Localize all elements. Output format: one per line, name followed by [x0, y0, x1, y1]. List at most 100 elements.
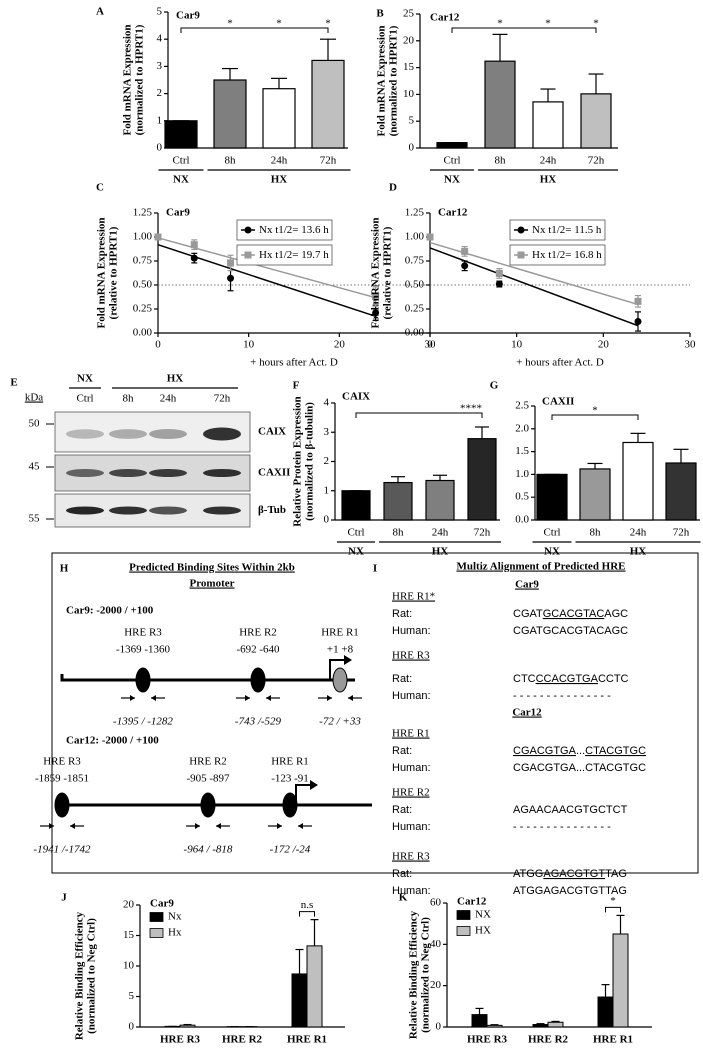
sequence-part: CGACGTGA — [513, 745, 577, 757]
site-range: -123 -91 — [271, 773, 309, 785]
bar — [164, 1025, 181, 1028]
y-tick-label: 20 — [123, 899, 135, 911]
x-tick-label: HRE R2 — [528, 1034, 569, 1046]
significance-bracket — [605, 906, 621, 913]
alignment-title: Multiz Alignment of Predicted HRE — [456, 561, 625, 573]
bar — [383, 481, 413, 521]
y-tick-label: 0.75 — [405, 255, 425, 267]
panel-letter: A — [96, 6, 104, 18]
primer-head — [298, 823, 303, 829]
bar — [486, 1024, 503, 1028]
bar — [213, 79, 247, 149]
y-tick-label: 15 — [403, 61, 415, 73]
panel-letter: E — [10, 377, 17, 389]
y-tick-label: 0 — [324, 514, 330, 526]
group-label: HX — [630, 546, 647, 558]
x-tick-label: 8h — [495, 155, 507, 167]
panel-letter: D — [389, 182, 397, 194]
significance-label: * — [593, 18, 599, 30]
species-label: Human: — [392, 690, 431, 702]
sequence-part: CTC — [513, 673, 536, 685]
promoter-line — [58, 799, 372, 807]
sequence-part: AGACGTGT — [543, 868, 605, 880]
x-tick-label: Ctrl — [543, 527, 560, 539]
y-axis-label: Relative Binding Efficiency — [74, 911, 86, 1040]
y-tick-label: 4 — [324, 397, 330, 409]
legend-label: Hx t1/2= 19.7 h — [259, 249, 329, 261]
y-tick-label: 1 — [324, 484, 330, 496]
point — [154, 233, 162, 241]
sequence-part: ATGG — [513, 868, 543, 880]
y-tick-label: 0.00 — [405, 327, 425, 339]
y-axis-label: Relative Protein Expression — [292, 396, 304, 526]
panel-letter: F — [293, 380, 300, 392]
y-tick-label: 0.25 — [133, 303, 153, 315]
point — [426, 233, 434, 241]
group-label: NX — [173, 174, 189, 186]
y-axis-label: (relative to HPRT1) — [382, 226, 394, 319]
y-axis-label: (relative to HPRT1) — [108, 226, 120, 319]
point — [634, 317, 642, 325]
hre-label: HRE R2 — [392, 787, 430, 799]
x-tick-label: 30 — [425, 339, 437, 351]
bar — [547, 1021, 564, 1028]
blot-group-label: HX — [167, 373, 184, 385]
legend-label: Hx t1/2= 16.8 h — [532, 249, 602, 261]
x-tick-label: Ctrl — [443, 155, 460, 167]
site-range: -1369 -1360 — [116, 644, 171, 656]
significance-label: * — [325, 18, 331, 30]
panel-letter: B — [376, 8, 384, 20]
primer-head — [348, 695, 353, 701]
promoter-line — [60, 674, 355, 682]
sequence-part: CCACGTGA — [536, 673, 599, 685]
species-label: Rat: — [392, 868, 412, 880]
diagram-title: Predicted Binding Sites Within 2kb — [129, 562, 295, 574]
blot-band — [149, 428, 187, 440]
lane-label: 8h — [123, 393, 135, 405]
y-tick-label: 1.5 — [515, 445, 529, 457]
bar — [597, 996, 614, 1028]
significance-bracket — [299, 911, 315, 917]
site-name: HRE R2 — [239, 627, 277, 639]
y-tick-label: 3 — [157, 60, 163, 72]
binding-site — [250, 667, 266, 693]
y-axis-label: (normalized to Neg Ctrl) — [420, 917, 432, 1033]
species-label: Rat: — [392, 673, 412, 685]
sequence: ATGGAGACGTGTTAG — [513, 868, 627, 880]
bar — [471, 1014, 488, 1028]
gene-label: Car9: -2000 / +100 — [66, 605, 154, 617]
y-axis-label: (normalized to HPRT1) — [134, 24, 146, 135]
point — [634, 297, 642, 305]
blot-band — [149, 469, 187, 477]
bar — [311, 59, 345, 149]
primer-head — [49, 823, 54, 829]
chart-title: CAIX — [342, 391, 370, 403]
site-name: HRE R3 — [124, 627, 162, 639]
sequence-part: GCACGTAC — [543, 608, 605, 620]
hre-label: HRE R1 — [392, 728, 430, 740]
protein-label: β-Tub — [258, 504, 286, 516]
y-tick-label: 0.00 — [133, 327, 153, 339]
chart-title: Car9 — [166, 207, 190, 219]
legend-marker — [517, 226, 525, 234]
primer-head — [327, 695, 332, 701]
blot-band — [109, 429, 147, 439]
significance-label: * — [610, 895, 616, 907]
protein-label: CAXII — [258, 467, 290, 479]
legend-swatch — [149, 928, 164, 938]
x-tick-label: 10 — [243, 339, 255, 351]
legend-label: Nx — [168, 911, 182, 923]
primer-head — [245, 695, 250, 701]
tss-head — [344, 655, 352, 665]
kda-marker: 55 — [29, 513, 41, 525]
primer-head — [70, 823, 75, 829]
sequence-part: CCTC — [598, 673, 629, 685]
site-name: HRE R1 — [321, 627, 359, 639]
blot-band — [203, 427, 241, 441]
x-tick-label: HRE R1 — [593, 1034, 633, 1046]
sequence: - - - - - - - - - - - - - - - — [513, 821, 611, 833]
x-tick-label: 72h — [588, 155, 605, 167]
y-tick-label: 0.5 — [515, 491, 529, 503]
sequence-part: AGC — [604, 608, 628, 620]
y-tick-label: 40 — [430, 938, 442, 950]
